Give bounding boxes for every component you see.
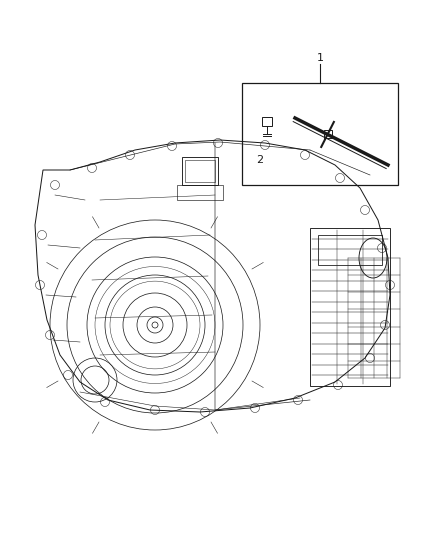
Bar <box>262 117 272 126</box>
Text: 1: 1 <box>317 53 324 63</box>
Bar <box>310 228 390 386</box>
Bar <box>177 185 223 200</box>
Bar <box>324 131 332 139</box>
Text: 2: 2 <box>256 155 264 165</box>
Bar <box>242 83 398 185</box>
Bar <box>318 235 382 265</box>
Bar <box>182 157 218 185</box>
Bar <box>185 160 215 182</box>
